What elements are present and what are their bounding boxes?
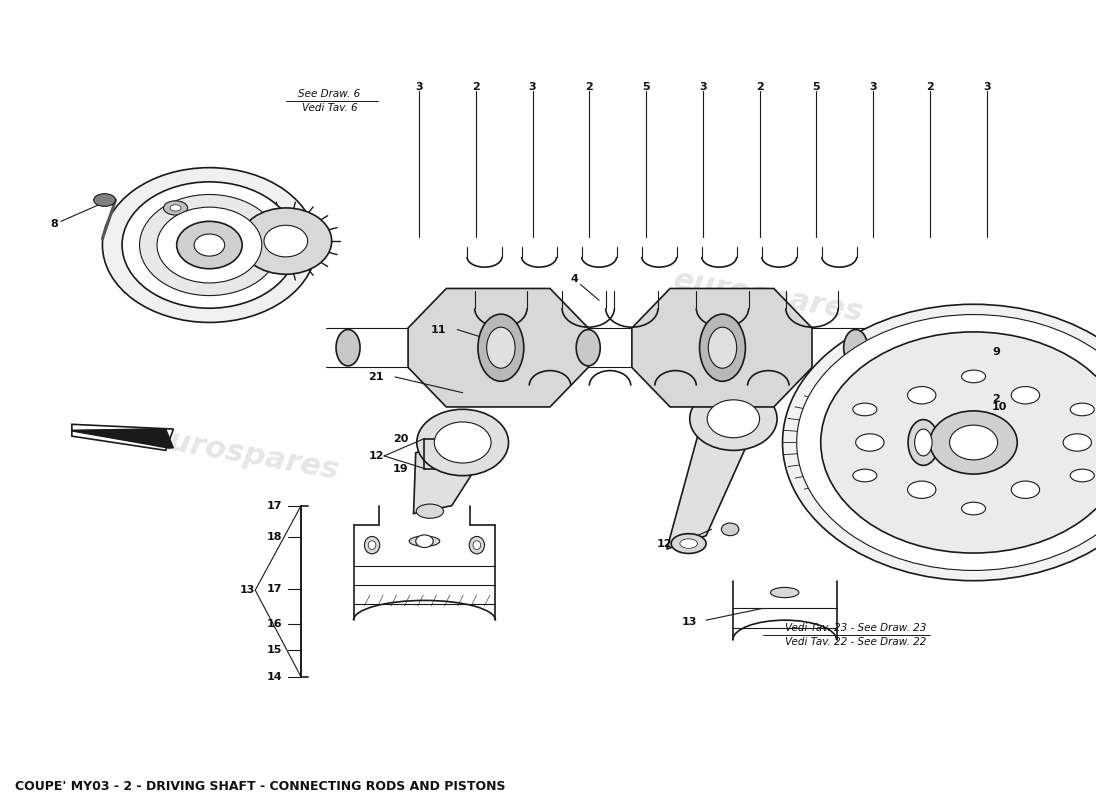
- Text: 18: 18: [267, 532, 283, 542]
- Ellipse shape: [1070, 469, 1094, 482]
- Ellipse shape: [164, 201, 188, 215]
- Ellipse shape: [368, 541, 376, 550]
- Ellipse shape: [94, 194, 115, 206]
- Circle shape: [177, 222, 242, 269]
- Text: 17: 17: [267, 583, 283, 594]
- Circle shape: [821, 332, 1100, 553]
- Circle shape: [102, 168, 317, 322]
- Text: eurospares: eurospares: [671, 266, 866, 327]
- Text: 3: 3: [698, 82, 706, 91]
- Ellipse shape: [486, 327, 515, 368]
- Text: 4: 4: [570, 274, 578, 284]
- Ellipse shape: [708, 327, 737, 368]
- Ellipse shape: [671, 534, 706, 554]
- Text: 20: 20: [393, 434, 408, 443]
- Text: 21: 21: [368, 372, 384, 382]
- Ellipse shape: [908, 481, 936, 498]
- Circle shape: [782, 304, 1100, 581]
- Ellipse shape: [1063, 434, 1091, 451]
- Ellipse shape: [470, 537, 484, 554]
- Ellipse shape: [770, 587, 799, 598]
- Text: 9: 9: [992, 346, 1000, 357]
- Ellipse shape: [961, 502, 986, 515]
- Circle shape: [122, 182, 297, 308]
- Ellipse shape: [700, 314, 746, 382]
- Text: 5: 5: [642, 82, 650, 91]
- Ellipse shape: [852, 403, 877, 416]
- Circle shape: [416, 535, 433, 547]
- Polygon shape: [408, 289, 588, 407]
- Text: 11: 11: [431, 325, 447, 334]
- Text: 16: 16: [267, 619, 283, 629]
- Text: 10: 10: [992, 402, 1008, 412]
- Text: 1: 1: [992, 446, 1000, 455]
- Ellipse shape: [914, 429, 932, 456]
- Ellipse shape: [961, 370, 986, 382]
- Ellipse shape: [1011, 481, 1040, 498]
- Circle shape: [949, 425, 998, 460]
- Text: 13: 13: [682, 617, 697, 626]
- Ellipse shape: [844, 330, 868, 366]
- Text: 19: 19: [393, 463, 408, 474]
- Text: Vedi Tav. 22 - See Draw. 22: Vedi Tav. 22 - See Draw. 22: [785, 638, 926, 647]
- Text: 12: 12: [657, 539, 672, 550]
- Text: COUPE' MY03 - 2 - DRIVING SHAFT - CONNECTING RODS AND PISTONS: COUPE' MY03 - 2 - DRIVING SHAFT - CONNEC…: [15, 780, 506, 793]
- Circle shape: [157, 207, 262, 283]
- Text: 3: 3: [869, 82, 877, 91]
- Circle shape: [194, 234, 224, 256]
- Ellipse shape: [336, 330, 360, 366]
- Ellipse shape: [576, 330, 601, 366]
- Text: 15: 15: [267, 645, 283, 655]
- Text: 2: 2: [585, 82, 593, 91]
- Circle shape: [707, 400, 760, 438]
- Text: 5: 5: [813, 82, 821, 91]
- Circle shape: [240, 208, 332, 274]
- Polygon shape: [414, 432, 498, 514]
- Ellipse shape: [680, 539, 697, 548]
- Text: 8: 8: [51, 218, 58, 229]
- Text: 2: 2: [472, 82, 480, 91]
- Ellipse shape: [856, 434, 884, 451]
- Ellipse shape: [908, 386, 936, 404]
- Text: 2: 2: [756, 82, 763, 91]
- Ellipse shape: [170, 205, 182, 211]
- Circle shape: [796, 314, 1100, 570]
- Text: 14: 14: [267, 672, 283, 682]
- Text: 13: 13: [240, 585, 255, 595]
- Circle shape: [930, 411, 1018, 474]
- Ellipse shape: [416, 504, 443, 518]
- Ellipse shape: [909, 419, 938, 466]
- Polygon shape: [631, 289, 812, 407]
- Text: 3: 3: [415, 82, 422, 91]
- Circle shape: [722, 523, 739, 536]
- Text: eurospares: eurospares: [147, 423, 342, 486]
- Text: Vedi Tav. 23 - See Draw. 23: Vedi Tav. 23 - See Draw. 23: [785, 623, 926, 633]
- Text: 12: 12: [368, 451, 384, 461]
- Polygon shape: [72, 429, 174, 448]
- Circle shape: [690, 387, 777, 450]
- Text: 7: 7: [156, 248, 164, 258]
- Polygon shape: [667, 407, 764, 549]
- Circle shape: [140, 194, 279, 295]
- Ellipse shape: [473, 541, 481, 550]
- Ellipse shape: [477, 314, 524, 382]
- Ellipse shape: [1011, 386, 1040, 404]
- Circle shape: [264, 226, 308, 257]
- Text: Vedi Tav. 6: Vedi Tav. 6: [301, 103, 358, 114]
- Text: 3: 3: [983, 82, 990, 91]
- Text: 2: 2: [926, 82, 934, 91]
- Text: 17: 17: [267, 501, 283, 510]
- Circle shape: [417, 410, 508, 476]
- Ellipse shape: [1070, 403, 1094, 416]
- Text: 2: 2: [992, 394, 1000, 404]
- Ellipse shape: [409, 536, 440, 546]
- Text: 6: 6: [235, 256, 243, 266]
- Ellipse shape: [364, 537, 380, 554]
- Circle shape: [434, 422, 491, 463]
- Ellipse shape: [852, 469, 877, 482]
- Text: 3: 3: [529, 82, 537, 91]
- Text: See Draw. 6: See Draw. 6: [298, 89, 361, 99]
